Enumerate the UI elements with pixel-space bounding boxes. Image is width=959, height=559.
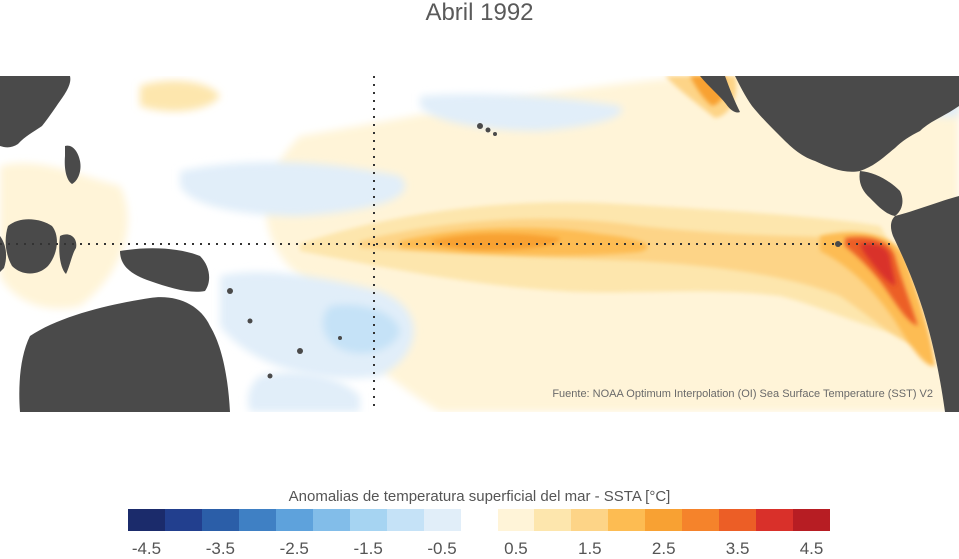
colorbar-tick-labels: -4.5 -3.5 -2.5 -1.5 -0.5 0.5 1.5 2.5 3.5 4.5 <box>0 539 959 558</box>
cool-anomaly-southwest <box>248 372 360 412</box>
colorbar-swatch <box>682 509 720 531</box>
cool-anomaly-south-pacific-core <box>323 304 400 354</box>
hawaii-island-1 <box>477 123 483 129</box>
warm-anomaly-equatorial-peak <box>430 233 560 251</box>
north-america-landmass <box>735 76 959 172</box>
colorbar-swatch <box>128 509 165 531</box>
vanuatu-islands <box>247 318 253 324</box>
fiji-islands <box>297 348 303 354</box>
cool-anomaly-north-central <box>180 161 406 216</box>
galapagos-islands <box>835 241 841 247</box>
colorbar-tick-label: 1.5 <box>578 539 602 558</box>
colorbar-title: Anomalias de temperatura superficial del… <box>288 488 671 505</box>
colorbar-swatch <box>460 509 498 531</box>
baja-california-landmass <box>700 76 740 113</box>
colorbar-tick-label: 4.5 <box>799 539 824 558</box>
colorbar-swatch <box>349 509 387 531</box>
warm-anomaly-peru-coast <box>820 232 935 367</box>
colorbar-swatch <box>201 509 239 531</box>
map-canvas <box>0 76 959 412</box>
philippines-landmass <box>64 145 81 184</box>
colorbar-swatch <box>793 509 831 531</box>
cool-anomaly-hawaii-band <box>420 94 622 131</box>
south-america-landmass <box>890 196 959 412</box>
colorbar-swatch <box>608 509 646 531</box>
data-source-note: Fuente: NOAA Optimum Interpolation (OI) … <box>552 388 933 400</box>
colorbar-swatch <box>571 509 609 531</box>
asia-landmass <box>0 76 71 148</box>
warm-anomaly-north-central <box>140 80 220 112</box>
australia-landmass <box>19 297 230 412</box>
colorbar-tick-label: 2.5 <box>651 539 676 558</box>
colorbar-swatch <box>164 509 202 531</box>
landmasses <box>0 76 959 412</box>
colorbar-tick-label: 3.5 <box>725 539 750 558</box>
new-caledonia-island <box>267 373 273 379</box>
colorbar-swatch <box>719 509 757 531</box>
colorbar-swatch <box>497 509 535 531</box>
colorbar-swatch <box>645 509 683 531</box>
colorbar-tick-label: -1.5 <box>353 539 383 558</box>
colorbar-swatch <box>423 509 461 531</box>
new-guinea-landmass <box>120 248 210 292</box>
samoa-islands <box>338 336 342 340</box>
colorbar-swatch <box>312 509 350 531</box>
colorbar-tick-label: -2.5 <box>279 539 309 558</box>
solomon-islands <box>227 288 233 294</box>
map-title: Abril 1992 <box>425 0 534 26</box>
hawaii-island-3 <box>493 132 497 136</box>
colorbar-tick-label: 0.5 <box>504 539 528 558</box>
colorbar-swatch <box>275 509 313 531</box>
colorbar-swatch <box>756 509 794 531</box>
colorbar-swatch <box>386 509 424 531</box>
sst-anomaly-map <box>0 76 959 412</box>
central-america-landmass <box>859 171 903 216</box>
colorbar <box>128 509 831 531</box>
colorbar-tick-label: -4.5 <box>131 539 162 558</box>
colorbar-tick-label: -3.5 <box>205 539 235 558</box>
colorbar-swatch <box>238 509 276 531</box>
hawaii-island-2 <box>485 127 491 133</box>
guide-lines <box>0 76 895 412</box>
warm-anomaly-peru-core <box>845 236 918 326</box>
colorbar-swatch <box>534 509 572 531</box>
warm-anomaly-peru-peak <box>860 243 896 286</box>
borneo-landmass <box>5 219 57 274</box>
colorbar-tick-label: -0.5 <box>427 539 457 558</box>
